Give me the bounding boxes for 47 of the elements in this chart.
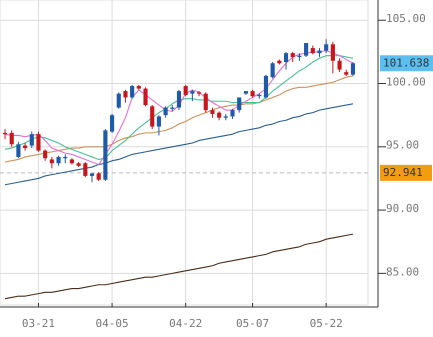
candlestick xyxy=(150,104,154,130)
candlestick xyxy=(210,107,215,118)
candlestick xyxy=(36,131,41,152)
line-series xyxy=(4,75,354,163)
line-series xyxy=(4,234,354,300)
candlestick xyxy=(304,42,308,58)
candlestick xyxy=(50,156,54,169)
candlestick xyxy=(10,130,14,148)
candlestick xyxy=(324,38,328,54)
x-tick-label: 05-07 xyxy=(236,317,270,330)
y-tick-label: 100.00 xyxy=(386,75,426,88)
candlestick xyxy=(330,41,335,74)
candlestick xyxy=(184,84,188,97)
x-tick-label: 04-05 xyxy=(96,317,129,330)
y-tick-label: 85.00 xyxy=(386,265,420,278)
candlestick xyxy=(350,62,356,76)
candlestick xyxy=(284,51,288,70)
candlestick xyxy=(176,89,182,111)
ref-line-label: 92.941 xyxy=(383,166,423,179)
candlestick xyxy=(156,114,161,136)
candlestick xyxy=(190,89,194,102)
candlestick xyxy=(237,96,242,114)
candlestick xyxy=(30,131,34,149)
line-series xyxy=(4,103,354,186)
candlestick xyxy=(110,113,114,134)
candlestick xyxy=(116,92,121,110)
text: 101.638 xyxy=(383,56,430,70)
candlestick xyxy=(123,89,128,104)
candlestick xyxy=(337,58,342,73)
candlestick xyxy=(56,155,61,166)
candlestick xyxy=(270,62,275,79)
candlestick xyxy=(264,74,268,100)
y-tick-label: 90.00 xyxy=(386,202,420,215)
x-tick-label: 05-22 xyxy=(310,317,343,330)
candlestick xyxy=(143,86,148,107)
candlestick xyxy=(43,148,48,162)
candlestick xyxy=(230,108,235,120)
x-tick-label: 04-22 xyxy=(169,317,202,330)
y-tick-label: 95.00 xyxy=(386,138,420,152)
candlestick xyxy=(16,141,20,159)
candlestick xyxy=(204,92,208,114)
candlestick xyxy=(130,84,134,100)
y-tick-label: 105.00 xyxy=(386,12,426,26)
x-tick-label: 03-21 xyxy=(22,317,56,330)
candlestick xyxy=(290,51,295,63)
candlestick xyxy=(83,161,88,178)
candlestick xyxy=(164,106,168,118)
